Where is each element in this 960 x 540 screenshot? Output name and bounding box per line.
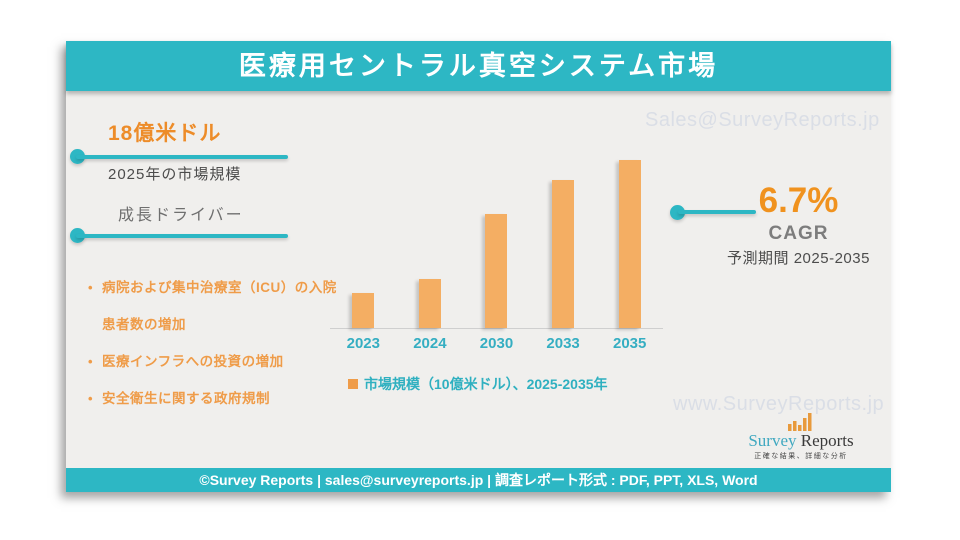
footer-copyright: ©Survey Reports | sales@surveyreports.jp… [66,468,891,492]
x-tick-label: 2024 [413,335,447,352]
bar-2023 [352,293,375,328]
x-tick-label: 2033 [546,335,580,352]
page-title: 医療用セントラル真空システム市場 [66,41,891,91]
bar-plot [330,151,663,329]
forecast-period: 予測期間 2025-2035 [727,250,870,267]
bar-slot [596,151,663,328]
driver-item: 安全衛生に関する政府規制 [88,380,344,417]
driver-item: 医療インフラへの投資の増加 [88,343,344,380]
watermark-email: Sales@SurveyReports.jp [645,109,880,131]
logo-name-part1: Survey [748,431,797,450]
infographic-card: 医療用セントラル真空システム市場 18億米ドル 2025年の市場規模 成長ドライ… [66,41,891,492]
legend-swatch-icon [348,379,358,389]
bar-2035 [618,160,641,328]
logo-name: Survey Reports [706,432,896,449]
market-value-caption: 2025年の市場規模 [108,166,242,183]
x-tick-label: 2030 [479,335,514,352]
growth-drivers-heading: 成長ドライバー [118,207,244,224]
chart-legend: 市場規模（10億米ドル）、2025-2035年 [348,374,608,394]
bar-slot [330,151,397,328]
survey-reports-logo: Survey Reports 正確な結果、詳細な分析 [706,413,896,461]
bar-slot [397,151,464,328]
divider-line [76,155,288,159]
bar-2030 [485,214,508,328]
bar-slot [463,151,530,328]
bar-2033 [552,180,575,328]
growth-drivers-list: 病院および集中治療室（ICU）の入院患者数の増加 医療インフラへの投資の増加 安… [88,269,344,417]
x-tick-label: 2035 [612,335,647,352]
cagr-value: 6.7% [758,181,839,220]
x-axis-labels: 2023 2024 2030 2033 2035 [330,335,663,352]
market-value-2025: 18億米ドル [108,122,222,145]
bar-chart-icon [788,413,812,431]
divider-line [678,210,756,214]
logo-name-part2: Reports [796,431,854,450]
logo-tagline: 正確な結果、詳細な分析 [754,453,848,460]
driver-item: 病院および集中治療室（ICU）の入院患者数の増加 [88,269,344,343]
divider-line [76,234,288,238]
cagr-block: 6.7% CAGR 予測期間 2025-2035 [681,181,916,271]
x-tick-label: 2023 [346,335,380,352]
bar-2024 [418,279,441,328]
bar-slot [530,151,597,328]
cagr-label: CAGR [768,223,829,244]
watermark-url: www.SurveyReports.jp [673,393,885,415]
legend-label: 市場規模（10億米ドル）、2025-2035年 [364,376,608,392]
divider-dot [670,205,685,220]
